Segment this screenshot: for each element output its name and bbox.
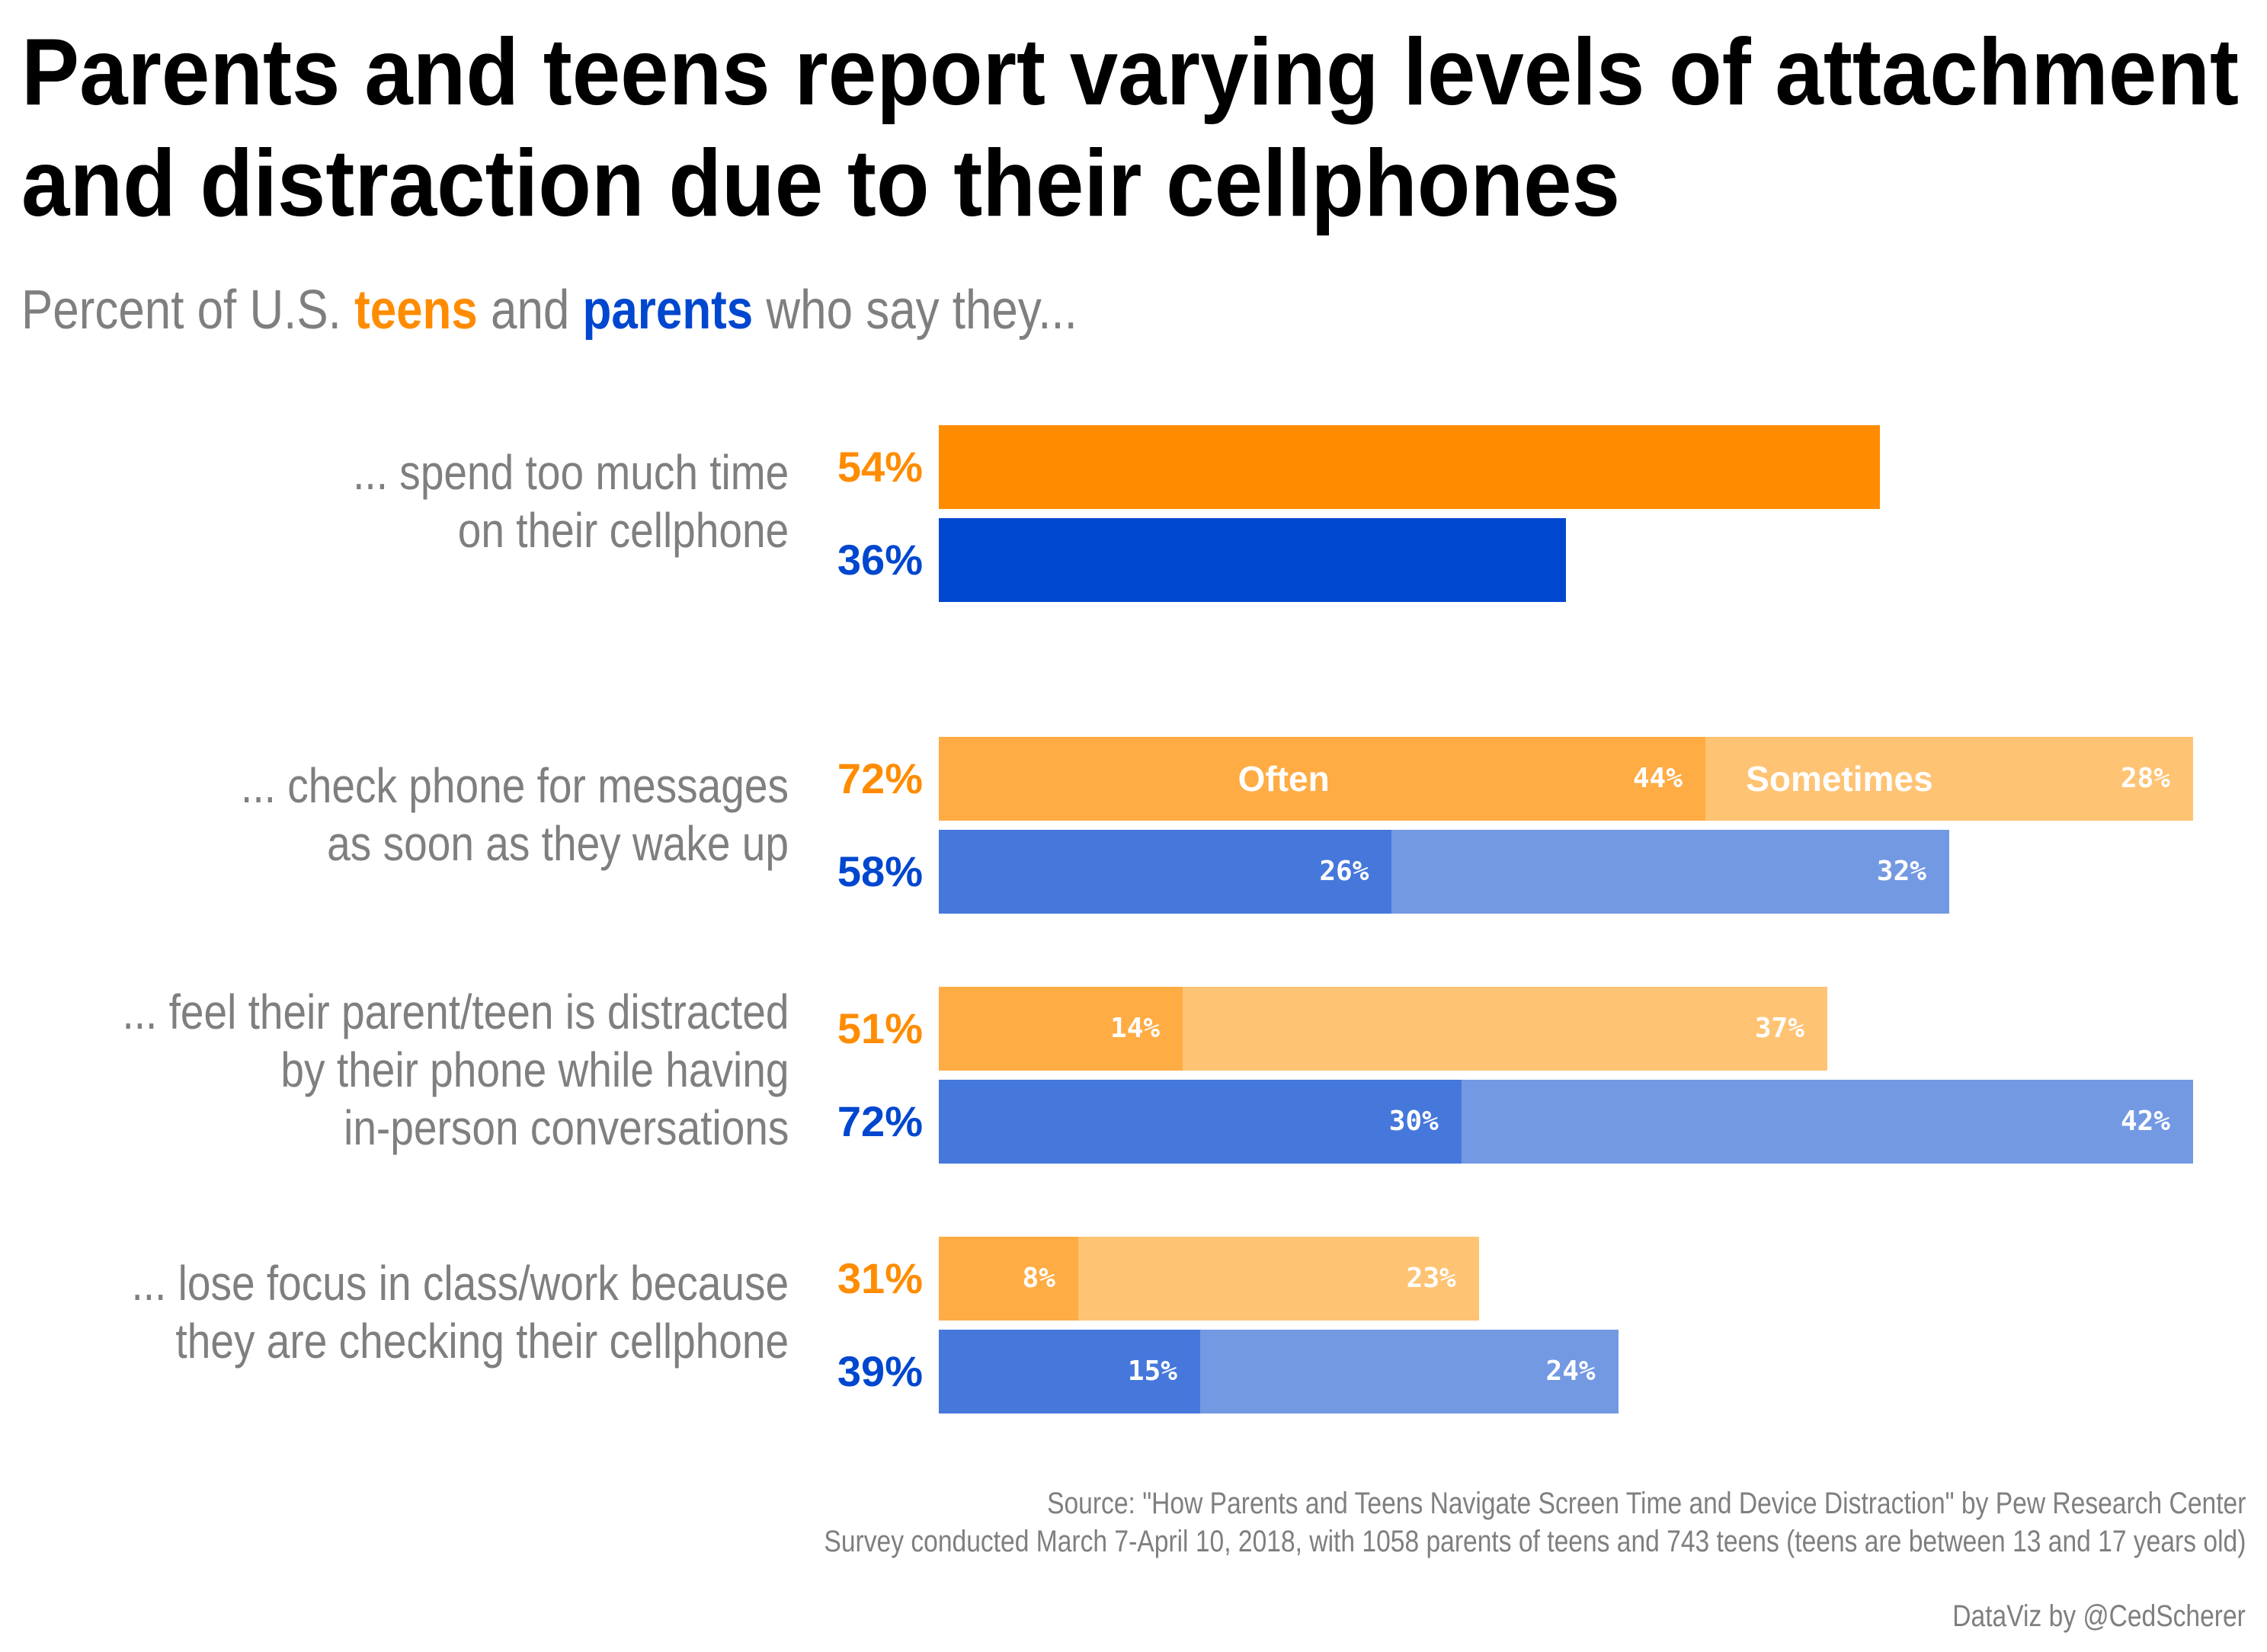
parent-total-label: 36%	[837, 536, 923, 584]
subtitle-parents: parents	[582, 280, 754, 341]
teen-sometimes-bar	[1705, 737, 2193, 821]
source-line-1: Source: "How Parents and Teens Navigate …	[1046, 1487, 2246, 1520]
teen-sometimes-value: 23%	[1406, 1263, 1456, 1294]
teen-total-label: 51%	[837, 1004, 923, 1052]
teen-often-value: 8%	[1022, 1263, 1055, 1294]
credit: DataViz by @CedScherer	[1952, 1599, 2246, 1633]
question-label: ... check phone for messages as soon as t…	[241, 757, 789, 872]
chart-subtitle: Percent of U.S. teens and parents who sa…	[21, 276, 1077, 344]
question-label: ... lose focus in class/work because they…	[131, 1254, 789, 1370]
question-label-line: ... lose focus in class/work because	[131, 1256, 789, 1311]
source-note: Source: "How Parents and Teens Navigate …	[824, 1484, 2246, 1561]
legend-sometimes-label: Sometimes	[1746, 759, 1933, 799]
parent-total-label: 58%	[837, 847, 923, 895]
parent-often-value: 26%	[1319, 856, 1369, 887]
parent-sometimes-value: 32%	[1876, 856, 1926, 887]
teen-often-bar	[939, 737, 1705, 821]
parent-often-bar	[939, 1330, 1200, 1413]
chart-title: Parents and teens report varying levels …	[21, 17, 2239, 239]
parent-sometimes-value: 42%	[2120, 1106, 2170, 1137]
teen-total-label: 54%	[837, 443, 923, 491]
title-line-2: and distraction due to their cellphones	[21, 131, 1621, 236]
teen-sometimes-bar	[1077, 1237, 1479, 1321]
parent-total-label: 39%	[837, 1347, 923, 1395]
subtitle-suffix: who say they...	[753, 280, 1077, 341]
teen-bar	[939, 425, 1880, 509]
parent-often-value: 15%	[1127, 1356, 1177, 1387]
teen-often-value: 44%	[1632, 763, 1683, 794]
parent-bar	[939, 518, 1566, 602]
subtitle-prefix: Percent of U.S.	[21, 280, 355, 341]
question-label: ... spend too much time on their cellphon…	[353, 443, 789, 559]
teen-often-bar	[939, 987, 1183, 1071]
teen-sometimes-value: 28%	[2120, 763, 2170, 794]
parent-sometimes-bar	[1461, 1080, 2193, 1164]
question-label-line: ... check phone for messages	[241, 758, 789, 813]
subtitle-middle: and	[477, 280, 583, 341]
parent-sometimes-bar	[1199, 1330, 1619, 1413]
teen-often-bar	[939, 1237, 1078, 1321]
question-label-line: in-person conversations	[343, 1100, 789, 1155]
teen-total-label: 72%	[837, 754, 923, 802]
parent-often-value: 30%	[1388, 1106, 1439, 1137]
question-label-line: on their cellphone	[457, 503, 789, 558]
question-label: ... feel their parent/teen is distracted…	[122, 983, 789, 1157]
question-label-line: as soon as they wake up	[327, 816, 789, 871]
parent-often-bar	[939, 1080, 1462, 1164]
source-line-2: Survey conducted March 7-April 10, 2018,…	[824, 1525, 2246, 1558]
teen-sometimes-bar	[1183, 987, 1827, 1071]
parent-often-bar	[939, 830, 1392, 914]
subtitle-teens: teens	[354, 280, 478, 341]
parent-sometimes-value: 24%	[1545, 1356, 1596, 1387]
legend-often-label: Often	[1238, 759, 1330, 799]
question-label-line: by their phone while having	[280, 1042, 789, 1097]
question-label-line: ... spend too much time	[352, 445, 789, 500]
question-label-line: they are checking their cellphone	[175, 1314, 789, 1369]
question-label-line: ... feel their parent/teen is distracted	[122, 984, 789, 1039]
teen-total-label: 31%	[837, 1254, 923, 1302]
parent-total-label: 72%	[837, 1097, 923, 1145]
teen-sometimes-value: 37%	[1754, 1013, 1804, 1044]
parent-sometimes-bar	[1391, 830, 1949, 914]
title-line-1: Parents and teens report varying levels …	[21, 20, 2239, 125]
teen-often-value: 14%	[1110, 1013, 1161, 1044]
